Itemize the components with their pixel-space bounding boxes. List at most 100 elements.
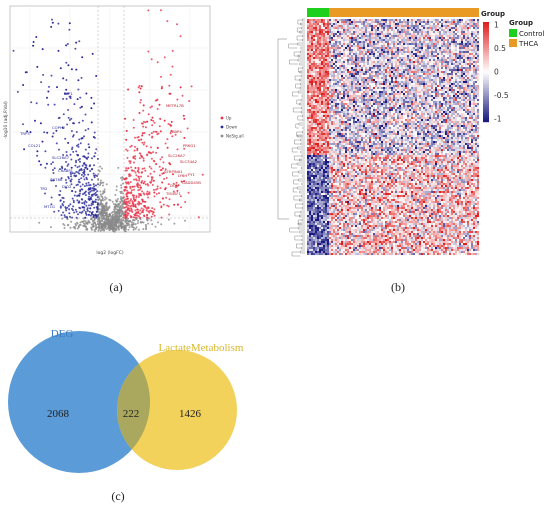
heatmap-cell xyxy=(393,63,396,66)
heatmap-cell xyxy=(369,81,372,84)
heatmap-cell xyxy=(421,83,424,86)
volcano-point xyxy=(69,215,71,218)
heatmap-cell xyxy=(351,55,354,58)
heatmap-cell xyxy=(451,19,454,22)
heatmap-cell xyxy=(405,91,408,94)
heatmap-cell xyxy=(325,43,328,46)
volcano-point xyxy=(58,193,61,196)
heatmap-cell xyxy=(345,35,348,38)
heatmap-cell xyxy=(435,73,438,76)
volcano-point xyxy=(96,157,99,160)
heatmap-cell xyxy=(469,33,472,36)
volcano-point xyxy=(92,189,95,192)
heatmap-cell xyxy=(425,77,428,80)
heatmap-cell xyxy=(325,65,328,68)
heatmap-cell xyxy=(415,85,418,88)
heatmap-cell xyxy=(435,47,438,50)
heatmap-cell xyxy=(431,19,434,22)
heatmap-cell xyxy=(403,91,406,94)
volcano-point xyxy=(134,216,137,219)
volcano-point xyxy=(74,208,77,211)
heatmap-cell xyxy=(347,69,350,72)
heatmap-cell xyxy=(341,61,344,64)
heatmap-cell xyxy=(319,43,322,46)
heatmap-cell xyxy=(371,85,374,88)
volcano-point xyxy=(81,56,84,59)
heatmap-cell xyxy=(383,51,386,54)
heatmap-cell xyxy=(315,67,318,70)
heatmap-cell xyxy=(449,19,452,22)
volcano-point xyxy=(176,98,179,101)
heatmap-cell xyxy=(407,51,410,54)
heatmap-cell xyxy=(355,25,358,28)
heatmap-cell xyxy=(327,63,330,66)
volcano-point xyxy=(12,49,15,52)
heatmap-cell xyxy=(333,19,336,22)
heatmap-cell xyxy=(409,67,412,70)
heatmap-cell xyxy=(309,79,312,82)
heatmap-cell xyxy=(313,25,316,28)
heatmap-cell xyxy=(337,89,340,92)
volcano-point xyxy=(72,150,75,153)
heatmap-cell xyxy=(341,39,344,42)
heatmap-cell xyxy=(475,35,478,38)
heatmap-cell xyxy=(445,27,448,30)
heatmap-cell xyxy=(313,37,316,40)
heatmap-cell xyxy=(401,23,404,26)
heatmap-cell xyxy=(461,51,464,54)
volcano-legend-item: NoSig.all xyxy=(226,134,244,139)
heatmap-cell xyxy=(473,93,476,96)
heatmap-cell xyxy=(389,75,392,78)
heatmap-cell xyxy=(407,31,410,34)
heatmap-cell xyxy=(457,41,460,44)
heatmap-cell xyxy=(353,43,356,46)
heatmap-cell xyxy=(421,79,424,82)
heatmap-cell xyxy=(407,37,410,40)
heatmap-cell xyxy=(397,19,400,22)
heatmap-cell xyxy=(357,45,360,48)
heatmap-cell xyxy=(467,47,470,50)
heatmap-cell xyxy=(355,39,358,42)
heatmap-cell xyxy=(351,39,354,42)
volcano-point xyxy=(182,114,185,117)
heatmap-cell xyxy=(413,77,416,80)
heatmap-cell xyxy=(325,87,328,90)
volcano-point xyxy=(51,135,54,138)
heatmap-cell xyxy=(331,21,334,24)
heatmap-cell xyxy=(463,59,466,62)
heatmap-cell xyxy=(477,51,480,54)
volcano-point xyxy=(129,187,132,190)
heatmap-cell xyxy=(383,37,386,40)
heatmap-cell xyxy=(339,61,342,64)
heatmap-cell xyxy=(451,51,454,54)
heatmap-cell xyxy=(469,69,472,72)
heatmap-cell xyxy=(387,77,390,80)
heatmap-cell xyxy=(341,75,344,78)
heatmap-cell xyxy=(373,57,376,60)
volcano-point xyxy=(72,135,74,138)
heatmap-cell xyxy=(451,93,454,96)
heatmap-cell xyxy=(401,45,404,48)
heatmap-cell xyxy=(353,71,356,74)
heatmap-cell xyxy=(311,31,314,34)
heatmap-cell xyxy=(431,77,434,80)
volcano-point xyxy=(48,85,50,88)
heatmap-cell xyxy=(463,63,466,66)
heatmap-cell xyxy=(391,23,394,26)
volcano-point xyxy=(98,223,101,225)
volcano-point xyxy=(93,185,96,188)
heatmap-cell xyxy=(461,47,464,50)
heatmap-cell xyxy=(411,59,414,62)
heatmap-cell xyxy=(417,21,420,24)
heatmap-cell xyxy=(331,85,334,88)
volcano-point xyxy=(125,148,128,151)
heatmap-cell xyxy=(309,29,312,32)
heatmap-cell xyxy=(393,73,396,76)
heatmap-cell xyxy=(361,33,364,36)
heatmap-cell xyxy=(375,81,378,84)
heatmap-cell xyxy=(367,41,370,44)
heatmap-cell xyxy=(413,19,416,22)
heatmap-cell xyxy=(313,57,316,60)
heatmap-cell xyxy=(377,71,380,74)
heatmap-cell xyxy=(387,41,390,44)
